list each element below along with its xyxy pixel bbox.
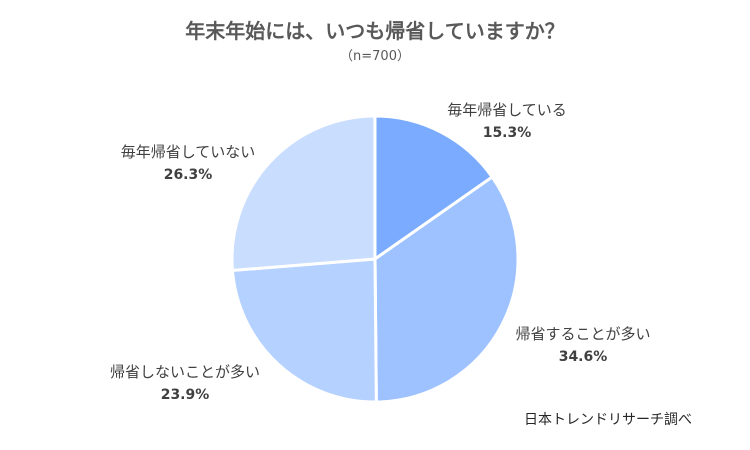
slice-label-0-value: 15.3% <box>483 125 532 141</box>
slice-label-3-value: 26.3% <box>164 167 213 183</box>
source-note: 日本トレンドリサーチ調べ <box>524 412 692 428</box>
pie-slice-2 <box>230 257 378 404</box>
pie-slice-0 <box>373 114 495 262</box>
pie-slice-1 <box>373 174 520 404</box>
slice-label-0-category: 毎年帰省している <box>447 101 567 119</box>
slice-label-2-value: 23.9% <box>161 387 210 403</box>
pie-slices <box>230 114 520 404</box>
slice-label-2-category: 帰省しないことが多い <box>110 363 260 381</box>
pie-slice-3 <box>230 114 377 273</box>
slice-label-1-value: 34.6% <box>559 349 608 365</box>
chart-title: 年末年始には、いつも帰省していますか？ <box>185 19 564 43</box>
slice-label-3-category: 毎年帰省していない <box>121 143 256 161</box>
slice-label-1-category: 帰省することが多い <box>515 325 650 343</box>
chart-subtitle: （n=700） <box>340 49 410 64</box>
